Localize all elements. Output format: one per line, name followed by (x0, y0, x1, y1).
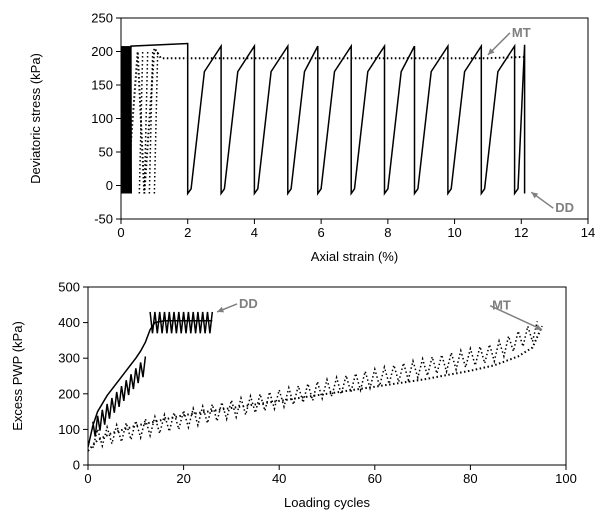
y-tick-label: 500 (58, 280, 80, 295)
y-axis-label: Deviatoric stress (kPa) (28, 53, 43, 184)
annotation-label: DD (239, 296, 258, 311)
x-tick-label: 0 (84, 471, 91, 486)
plot-area (121, 42, 526, 196)
y-tick-label: 300 (58, 351, 80, 366)
x-axis-label: Axial strain (%) (311, 249, 398, 264)
plot-area (88, 311, 544, 452)
x-axis-label: Loading cycles (284, 495, 370, 510)
top-chart: 0 2 4 6 8 10 12 14 -50 0 50 100 150 200 250 Axial strai… (28, 11, 595, 265)
x-tick-label: 80 (463, 471, 477, 486)
x-tick-label: 20 (176, 471, 190, 486)
annotation-arrow (489, 305, 543, 331)
plot-frame (87, 286, 567, 466)
y-tick-label: 100 (91, 111, 113, 126)
series-line-dotted (88, 325, 544, 452)
dotted-cycle-band (138, 51, 159, 194)
annotation-label: MT (492, 298, 511, 313)
y-tick-label: 250 (91, 11, 113, 26)
dense-cycle-band (121, 46, 132, 194)
annotation-label: MT (512, 25, 531, 40)
dd-oscillation (92, 311, 539, 449)
y-tick-label: 50 (99, 145, 113, 160)
annotation-arrowhead (217, 306, 225, 313)
dotted-cycle (153, 51, 159, 194)
y-tick-label: 150 (91, 78, 113, 93)
x-tick-label: 4 (251, 225, 258, 240)
series-line-solid (121, 42, 526, 196)
y-tick-label: 0 (73, 458, 80, 473)
x-tick-label: 12 (514, 225, 528, 240)
cycle-loop (129, 46, 132, 194)
bottom-chart: 0 20 40 60 80 100 0 100 200 300 400 500 Loading cycl… (10, 280, 577, 511)
x-tick-label: 6 (318, 225, 325, 240)
oscillation-line (149, 311, 214, 334)
x-tick-label: 8 (384, 225, 391, 240)
dotted-cycle (143, 51, 149, 194)
dotted-band (92, 321, 539, 449)
x-tick-label: 2 (184, 225, 191, 240)
x-tick-label: 100 (555, 471, 577, 486)
x-tick-label: 60 (368, 471, 382, 486)
y-tick-label: -50 (94, 212, 113, 227)
series-line-dotted (126, 45, 525, 194)
y-tick-label: 400 (58, 315, 80, 330)
annotation-arrowhead (487, 48, 495, 55)
x-tick-label: 40 (272, 471, 286, 486)
x-tick-label: 10 (447, 225, 461, 240)
annotation-label: DD (555, 200, 574, 215)
y-tick-label: 0 (106, 178, 113, 193)
annotation-arrowhead (535, 324, 543, 330)
x-tick-label: 14 (581, 225, 595, 240)
y-tick-label: 200 (91, 44, 113, 59)
annotation-arrowhead (531, 192, 539, 199)
y-tick-label: 200 (58, 386, 80, 401)
oscillation-line-rise (92, 356, 147, 437)
series-line-solid (88, 320, 213, 448)
x-tick-label: 0 (117, 225, 124, 240)
y-axis-label: Excess PWP (kPa) (10, 321, 25, 431)
dotted-cycle (148, 51, 154, 194)
y-tick-label: 100 (58, 422, 80, 437)
